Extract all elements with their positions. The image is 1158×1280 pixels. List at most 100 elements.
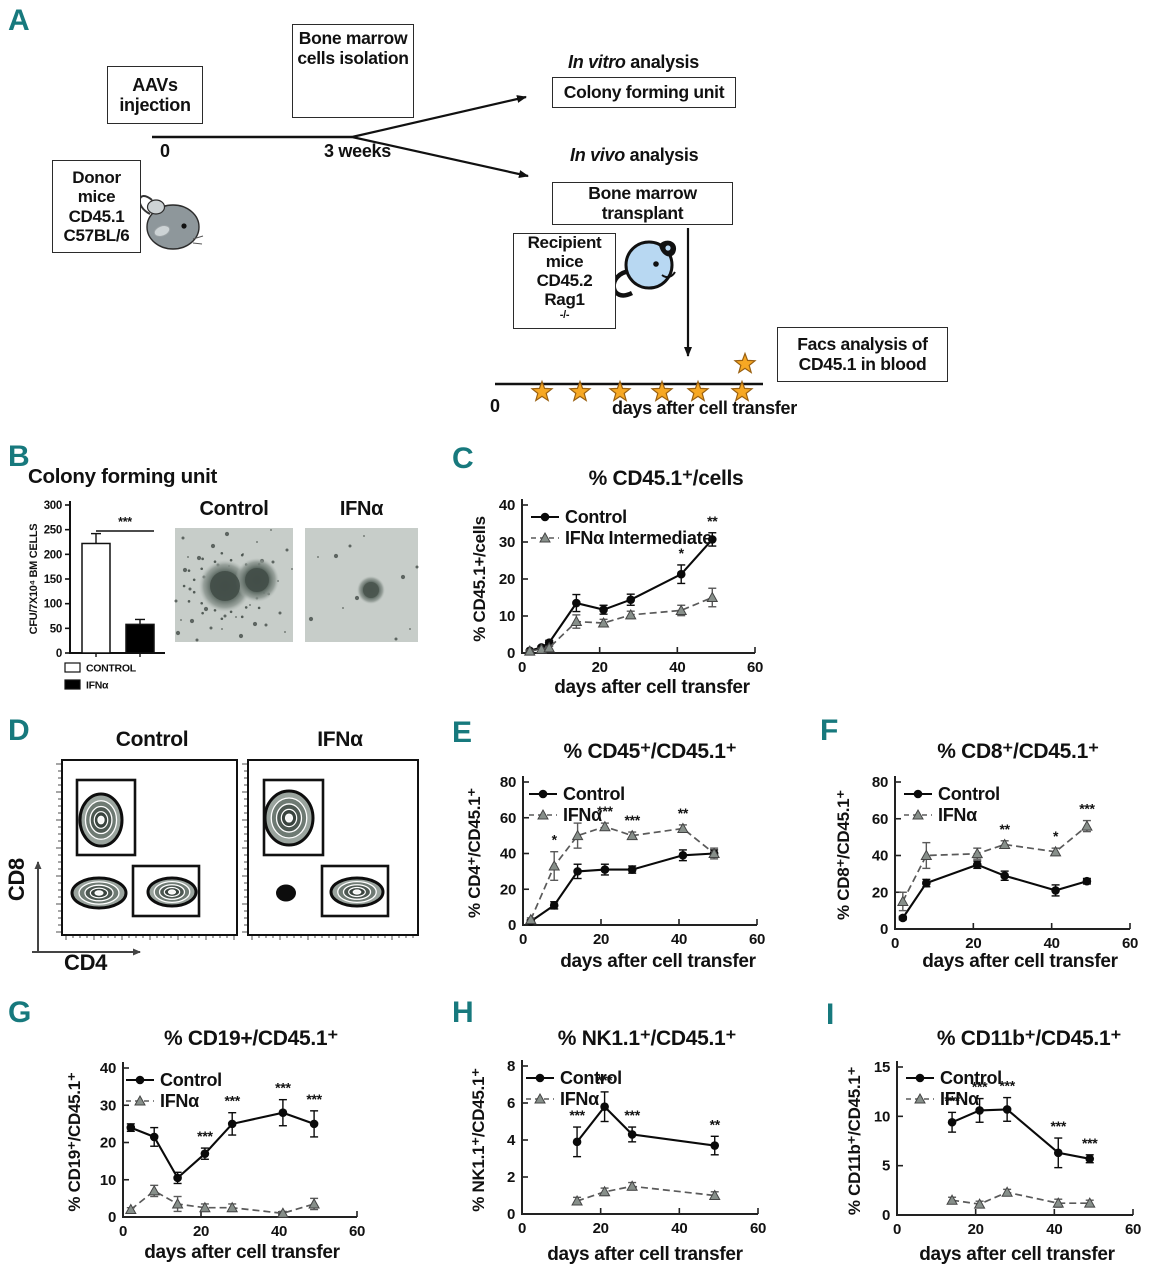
svg-text:days after cell transfer: days after cell transfer: [554, 677, 750, 698]
svg-text:***: ***: [972, 1079, 988, 1095]
svg-text:250: 250: [44, 525, 62, 537]
donor-line2: mice: [77, 187, 116, 207]
svg-text:20: 20: [968, 1221, 984, 1238]
svg-text:***: ***: [569, 1107, 585, 1123]
svg-text:50: 50: [50, 623, 62, 635]
svg-text:Control: Control: [563, 784, 625, 804]
svg-text:% CD4⁺/CD45.1⁺: % CD4⁺/CD45.1⁺: [465, 788, 484, 918]
svg-text:**: **: [1000, 821, 1011, 837]
svg-text:IFNα Intermediate: IFNα Intermediate: [565, 528, 712, 548]
colony-forming-unit-box: Colony forming unit: [552, 77, 736, 108]
facs-analysis-box: Facs analysis of CD45.1 in blood: [777, 327, 948, 382]
bmiso-line1: Bone marrow: [298, 28, 408, 48]
micro-control-label: Control: [199, 498, 269, 520]
svg-text:20: 20: [593, 1220, 609, 1237]
svg-text:% CD45.1⁺/cells: % CD45.1⁺/cells: [589, 467, 744, 490]
svg-text:***: ***: [624, 812, 640, 828]
svg-text:% CD11b⁺/CD45.1⁺: % CD11b⁺/CD45.1⁺: [845, 1067, 864, 1216]
svg-text:60: 60: [750, 1220, 766, 1237]
in-vitro-rest: analysis: [625, 52, 699, 72]
svg-text:100: 100: [44, 599, 62, 611]
panel-letter-b: B: [8, 440, 30, 473]
in-vivo-rest: analysis: [624, 145, 699, 165]
svg-text:0: 0: [880, 921, 888, 938]
svg-text:20: 20: [100, 1135, 116, 1152]
chart-g: 0 10 20 30 40 0 20 40 60 % CD19+/CD45.1⁺ days afte…: [65, 1027, 365, 1263]
svg-text:10: 10: [499, 608, 515, 625]
micro-image-control: [174, 528, 293, 642]
svg-text:Colony forming unit: Colony forming unit: [28, 465, 217, 488]
svg-text:% CD19+/CD45.1⁺: % CD19+/CD45.1⁺: [164, 1027, 338, 1050]
chart-i: 0 5 10 15 0 20 40 60 % CD11b⁺/CD45.1⁺ days after …: [845, 1027, 1141, 1265]
svg-text:40: 40: [671, 931, 687, 948]
svg-text:60: 60: [749, 931, 765, 948]
panel-letter-d: D: [8, 714, 30, 747]
svg-text:% CD11b⁺/CD45.1⁺: % CD11b⁺/CD45.1⁺: [937, 1027, 1121, 1050]
bone-marrow-isolation-box: Bone marrow cells isolation: [292, 24, 414, 118]
svg-text:***: ***: [275, 1080, 291, 1096]
svg-text:80: 80: [500, 774, 516, 791]
svg-text:150: 150: [44, 574, 62, 586]
svg-text:15: 15: [874, 1059, 890, 1076]
svg-text:***: ***: [597, 803, 613, 819]
timepoint-star-icon: [608, 379, 632, 402]
svg-text:***: ***: [1051, 1118, 1067, 1134]
chart-h: 0 2 4 6 8 0 20 40 60 % NK1.1⁺/CD45.1⁺ days after c…: [469, 1027, 766, 1265]
timeline-start-label: 0: [160, 141, 170, 161]
svg-text:IFNα: IFNα: [86, 680, 109, 692]
aavs-line2: injection: [119, 95, 191, 115]
recipient-mouse-icon: [611, 240, 677, 298]
svg-text:Control: Control: [560, 1068, 622, 1088]
svg-text:30: 30: [100, 1097, 116, 1114]
svg-text:5: 5: [882, 1158, 890, 1175]
svg-text:40: 40: [500, 846, 516, 863]
panel-letter-e: E: [452, 716, 473, 749]
svg-text:**: **: [710, 1116, 721, 1132]
recipient-line2: mice: [545, 251, 584, 271]
recipient-gene-sup: -/-: [559, 309, 570, 322]
in-vivo-analysis-label: In vivo analysis: [570, 145, 699, 166]
svg-text:300: 300: [44, 500, 62, 512]
svg-text:20: 20: [499, 571, 515, 588]
svg-text:% NK1.1⁺/CD45.1⁺: % NK1.1⁺/CD45.1⁺: [469, 1068, 488, 1212]
in-vitro-analysis-label: In vitro analysis: [568, 52, 699, 73]
svg-text:% CD19⁺/CD45.1⁺: % CD19⁺/CD45.1⁺: [65, 1072, 84, 1211]
bottom-timeline-start: 0: [490, 396, 500, 416]
svg-text:CFU/7X10⁴ BM CELLS: CFU/7X10⁴ BM CELLS: [28, 524, 40, 635]
svg-text:0: 0: [891, 935, 899, 952]
branch-arrow-in-vitro: [351, 95, 527, 139]
panel-letter-h: H: [452, 996, 474, 1029]
svg-text:0: 0: [119, 1223, 127, 1240]
svg-text:days after cell transfer: days after cell transfer: [560, 951, 756, 972]
bone-marrow-transplant-box: Bone marrow transplant: [552, 182, 733, 225]
recipient-gene: Rag1: [544, 290, 585, 310]
svg-text:60: 60: [872, 811, 888, 828]
svg-text:20: 20: [872, 884, 888, 901]
svg-text:200: 200: [44, 549, 62, 561]
svg-text:**: **: [707, 513, 718, 529]
svg-text:40: 40: [271, 1223, 287, 1240]
panel-letter-g: G: [8, 996, 32, 1029]
svg-text:40: 40: [100, 1060, 116, 1077]
svg-text:***: ***: [224, 1093, 240, 1109]
svg-text:60: 60: [1125, 1221, 1141, 1238]
svg-text:60: 60: [349, 1223, 365, 1240]
svg-text:% CD8⁺/CD45.1⁺: % CD8⁺/CD45.1⁺: [834, 790, 853, 920]
svg-text:80: 80: [872, 774, 888, 791]
panel-letter-i: I: [826, 998, 835, 1031]
svg-text:***: ***: [118, 515, 132, 529]
svg-text:% CD8⁺/CD45.1⁺: % CD8⁺/CD45.1⁺: [937, 740, 1099, 763]
bottom-timeline-label: days after cell transfer: [612, 398, 797, 418]
in-vivo-italic: In vivo: [570, 145, 625, 165]
donor-mouse-icon: [138, 195, 204, 250]
svg-text:0: 0: [893, 1221, 901, 1238]
chart-c: 0 10 20 30 40 0 20 40 60 % CD45.1⁺/cells days afte…: [470, 467, 763, 698]
recipient-genotype: Rag1 -/-: [514, 290, 615, 329]
in-vitro-italic: In vitro: [568, 52, 626, 72]
svg-text:***: ***: [1082, 1135, 1098, 1151]
bmt-line1: Bone marrow: [588, 182, 697, 203]
timepoint-star-icon: [733, 351, 757, 374]
svg-text:60: 60: [1122, 935, 1138, 952]
svg-text:**: **: [678, 805, 689, 821]
